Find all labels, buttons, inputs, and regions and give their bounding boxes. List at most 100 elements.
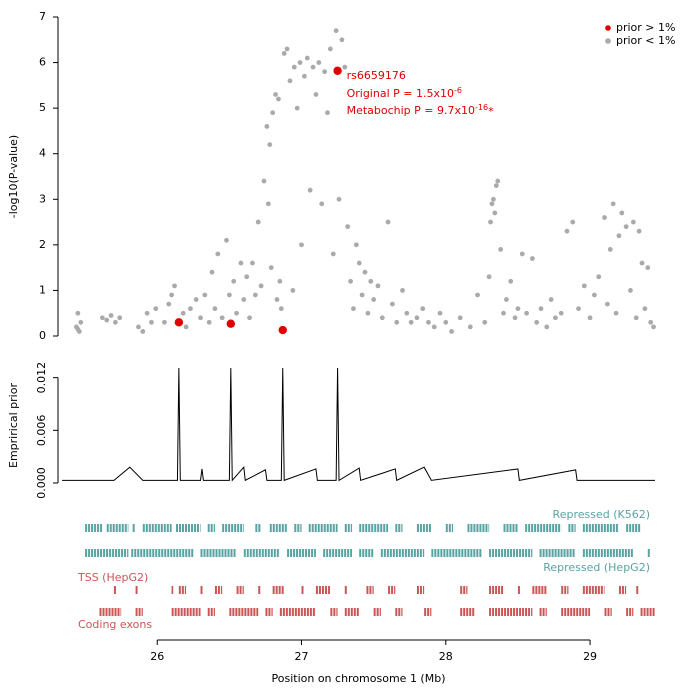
track-tick [137,549,140,557]
track-tick [612,549,615,557]
track-tick [185,549,188,557]
track-tick [510,549,513,557]
track-tick [488,524,490,532]
track-tick [537,524,540,532]
track-segment [344,586,347,594]
track-tick [643,608,646,616]
track-segment [626,524,641,532]
track-tick [649,608,652,616]
track-tick [268,608,271,616]
track-tick [419,586,422,594]
annotation-exponent: -16 [475,102,488,111]
track-tick [149,549,152,557]
track-tick [242,586,244,594]
track-tick [318,586,321,594]
point [356,260,362,266]
point [534,319,540,325]
track-tick [615,549,618,557]
track-tick [440,549,443,557]
track-tick [200,549,203,557]
point [226,292,232,298]
track-tick [240,524,243,532]
track-tick [591,549,594,557]
point [250,260,255,266]
track-tick [350,608,353,616]
point [153,306,159,312]
track-tick [210,524,213,532]
track-tick [551,549,554,557]
point [287,78,293,84]
track-tick [278,586,281,594]
track-tick [434,549,437,557]
track-tick [179,549,182,557]
point [322,69,327,75]
y-tick-label: 7 [39,10,46,23]
point [281,51,287,56]
track-tick [112,549,115,557]
track-tick [332,524,335,532]
track-tick [186,608,189,616]
track-tick [300,608,303,616]
point [519,251,525,257]
track-tick [308,524,311,532]
point [310,64,316,70]
track-tick [210,608,213,616]
track-tick [495,586,498,594]
track-tick [243,549,246,557]
track-segment [525,524,562,532]
track-tick [380,524,383,532]
point [414,315,420,321]
track-tick [244,608,247,616]
track-tick [180,608,183,616]
track-tick [296,549,299,557]
track-tick [498,586,501,594]
track-tick [297,524,300,532]
track-tick [190,524,193,532]
track-tick [366,586,369,594]
track-segment [539,608,547,616]
track-tick [413,549,416,557]
track-tick [422,549,425,557]
track-tick [535,586,538,594]
track-tick [188,549,191,557]
point [404,310,410,316]
point [362,269,368,275]
track-tick [573,608,576,616]
track-tick [175,524,178,532]
point [596,274,602,280]
track-tick [543,524,546,532]
y-tick-label: 2 [39,238,46,251]
track-tick [604,608,607,616]
track-segment [532,586,547,594]
track-tick [501,608,504,616]
track-tick [203,549,206,557]
annotation-text: Metabochip P = 9.7x10 [347,104,475,117]
track-tick [532,586,535,594]
track-segment [106,524,129,532]
track-tick [102,608,105,616]
point [636,228,642,234]
track-tick [99,608,102,616]
track-tick [600,586,603,594]
track-tick [299,549,302,557]
track-tick [170,549,173,557]
track-tick [362,524,365,532]
track-tick [458,549,461,557]
track-segment [131,549,194,557]
track-tick [217,586,220,594]
track-tick [255,549,258,557]
track-tick [374,524,377,532]
point [558,310,564,316]
point [231,278,237,284]
track-tick [362,549,365,557]
track-tick [395,608,398,616]
track-tick [564,608,567,616]
track-tick [326,524,329,532]
track-segment [467,524,490,532]
track-tick [297,608,300,616]
track-tick [178,524,181,532]
track-tick [314,549,316,557]
track-tick [294,524,297,532]
track-tick [206,549,209,557]
track-tick [635,524,638,532]
